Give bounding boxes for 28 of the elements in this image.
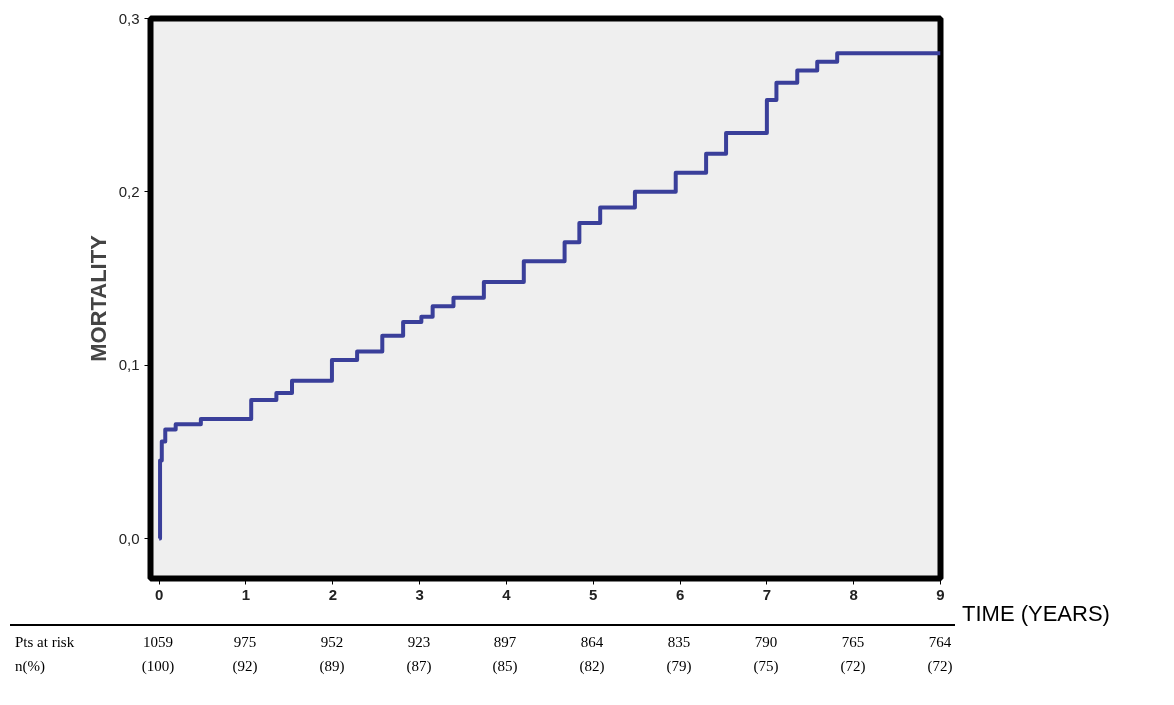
text: 975 (92) xyxy=(232,633,258,676)
text: 765 (72) xyxy=(840,633,866,676)
x-tick-label: 5 xyxy=(589,585,598,603)
x-tick-label: 1 xyxy=(241,585,251,603)
text: 835 (79) xyxy=(666,633,692,676)
text: 864 (82) xyxy=(579,633,605,676)
text: n(%) xyxy=(15,657,45,676)
y-tick-label: 0,2 xyxy=(118,182,140,200)
x-tick-label: 6 xyxy=(675,585,685,603)
y-tick-label: 0,3 xyxy=(118,9,140,27)
x-tick-label: 7 xyxy=(762,585,772,603)
x-tick-label: 3 xyxy=(415,585,424,603)
text: 923 (87) xyxy=(406,633,432,676)
y-tick-label: 0,1 xyxy=(118,356,140,374)
x-tick-label: 0 xyxy=(155,585,164,603)
text: 790 (75) xyxy=(753,633,779,676)
y-axis-title: MORTALITY xyxy=(85,234,111,362)
text: 897 (85) xyxy=(492,633,518,676)
text: 764 (72) xyxy=(927,633,953,676)
y-tick-label: 0,0 xyxy=(118,529,140,547)
text: 1059 (100) xyxy=(141,633,175,676)
text: 952 (89) xyxy=(319,633,345,676)
text: Pts at risk xyxy=(15,633,75,652)
x-tick-label: 4 xyxy=(502,585,512,603)
x-tick-label: 8 xyxy=(849,585,858,603)
x-tick-label: 9 xyxy=(936,585,945,603)
x-axis-title: TIME (YEARS) xyxy=(962,600,1110,628)
x-tick-label: 2 xyxy=(328,585,337,603)
